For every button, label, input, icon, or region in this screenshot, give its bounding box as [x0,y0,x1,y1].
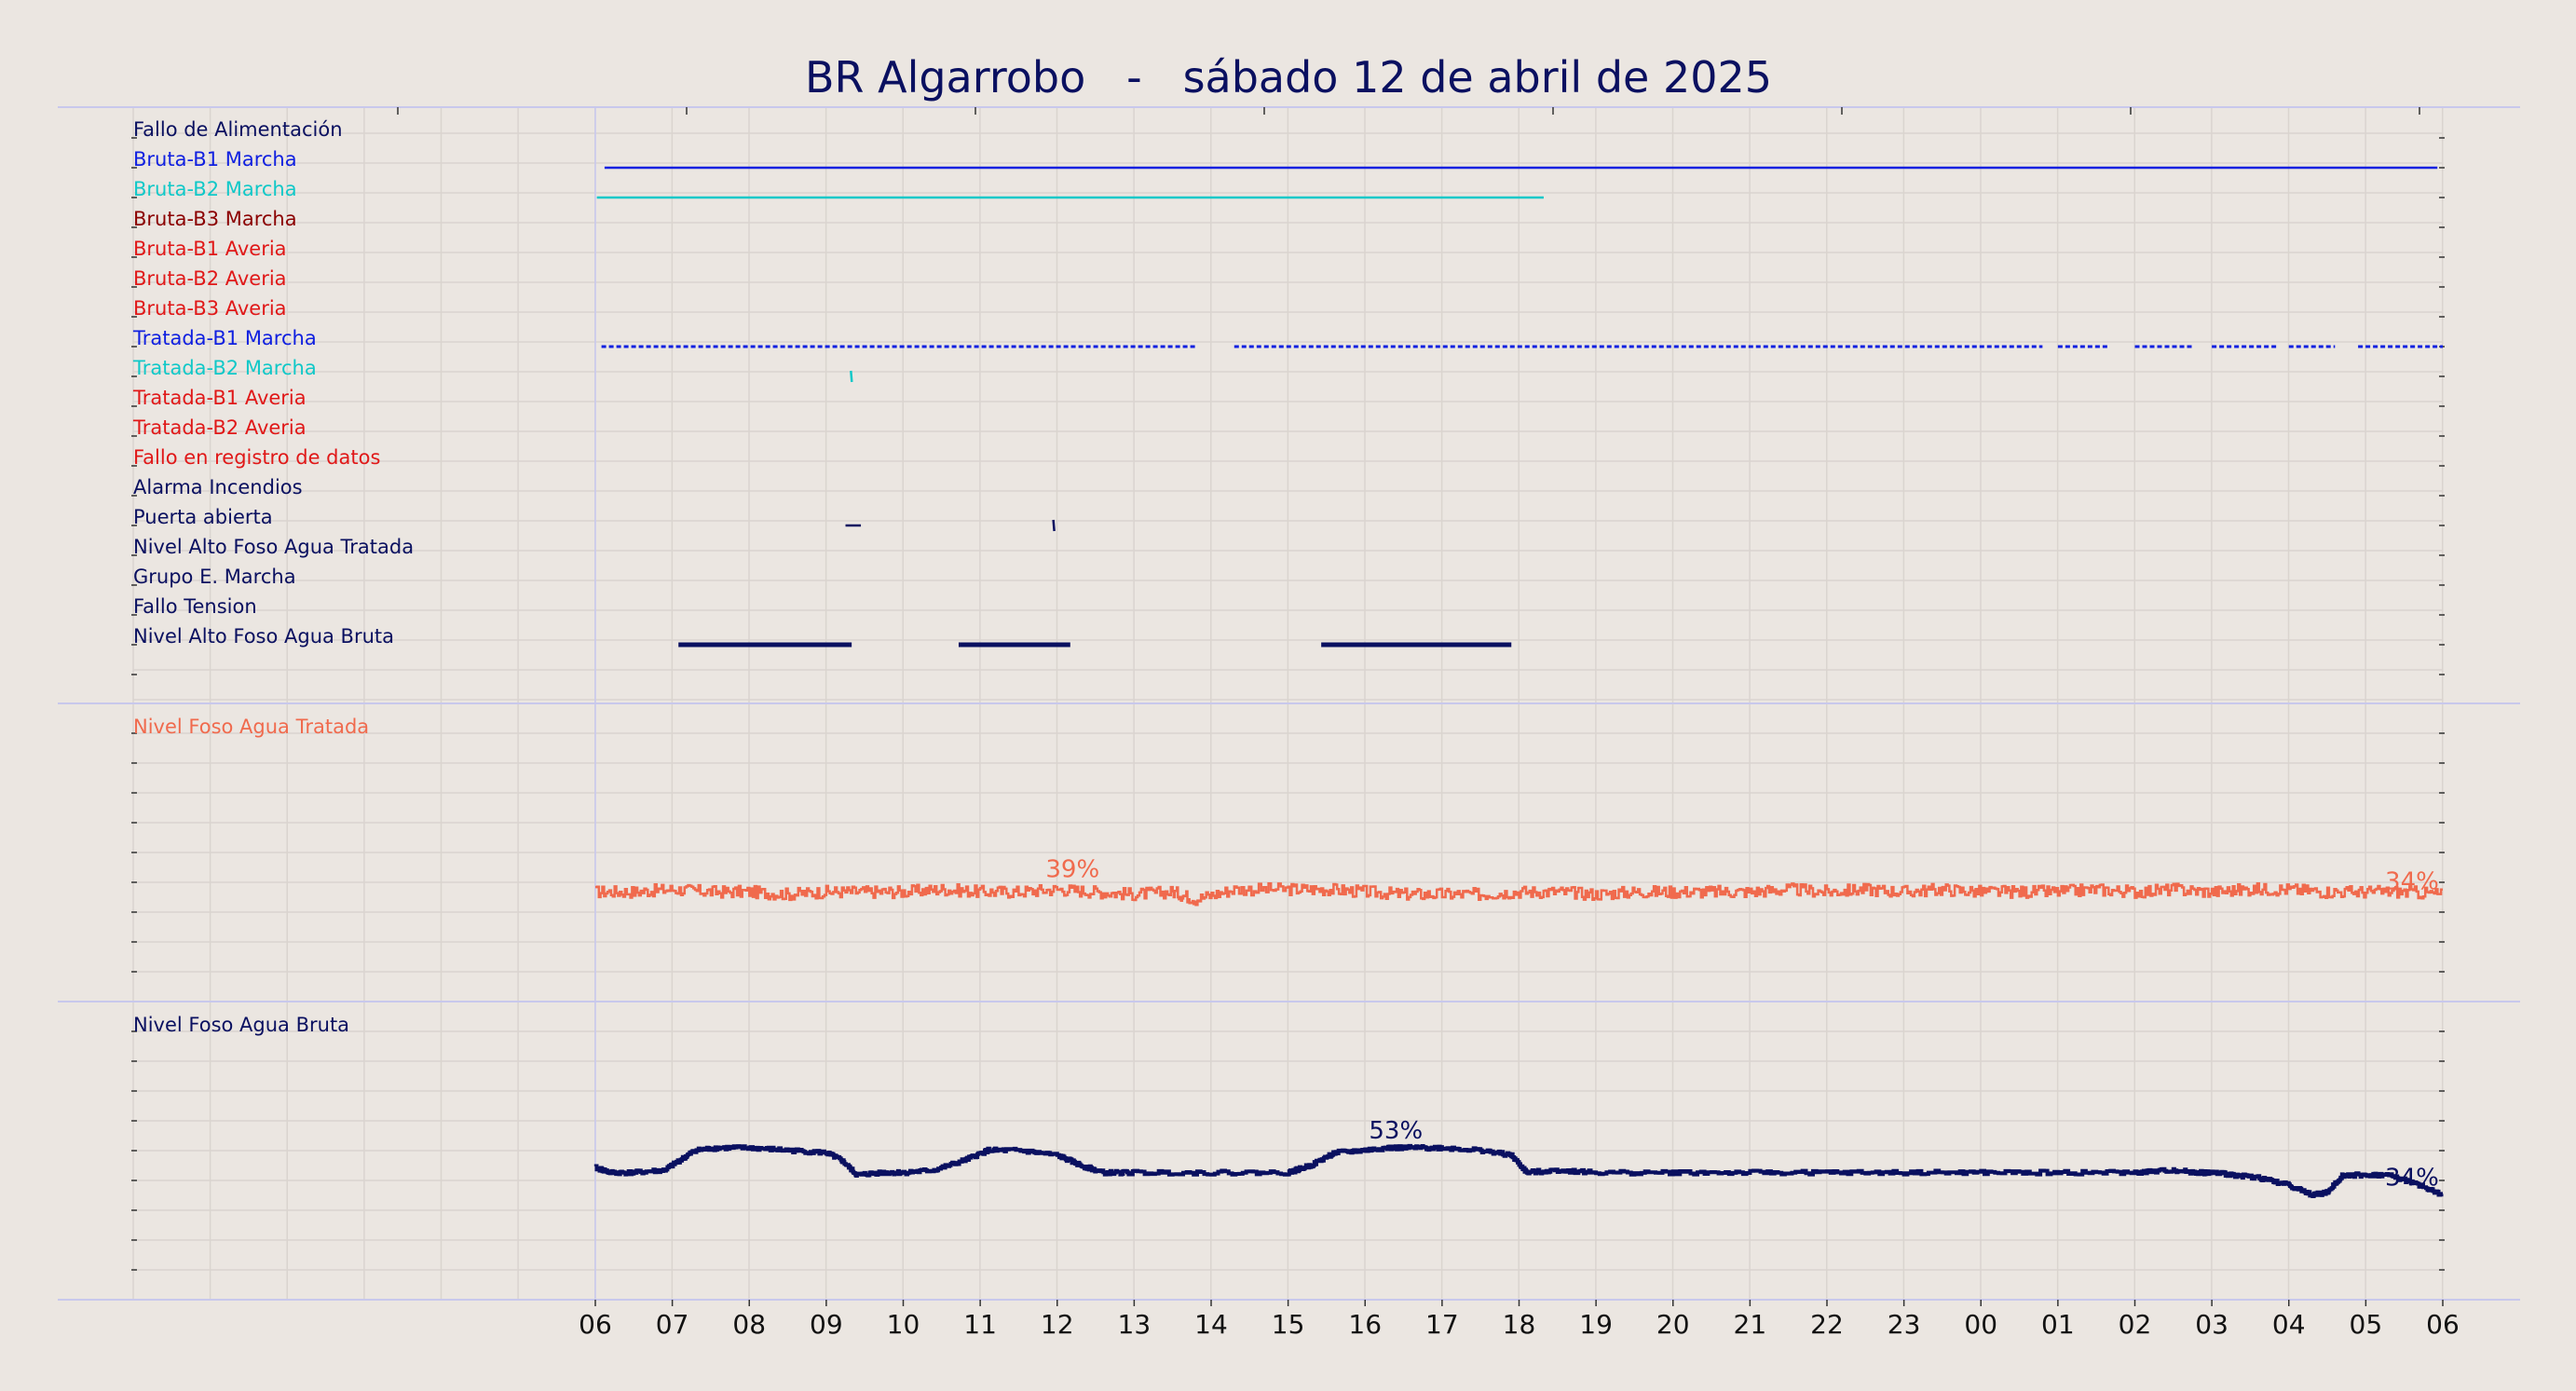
x-tick-label: 16 [1348,1309,1382,1340]
panel-label-bruta: Nivel Foso Agua Bruta [133,1014,349,1036]
x-tick-label: 00 [1964,1309,1997,1340]
x-tick-label: 09 [810,1309,843,1340]
x-tick-label: 20 [1656,1309,1690,1340]
x-tick-label: 03 [2195,1309,2228,1340]
x-tick-label: 19 [1579,1309,1613,1340]
series-line-tratada [595,881,2443,907]
x-tick-label: 12 [1041,1309,1074,1340]
row-label: Tratada-B1 Marcha [132,327,317,349]
row-label: Bruta-B2 Averia [133,267,287,290]
chart-title: BR Algarrobo - sábado 12 de abril de 202… [805,52,1772,102]
x-tick-label: 21 [1734,1309,1767,1340]
event-bar [1052,519,1056,532]
row-label: Puerta abierta [133,506,273,528]
x-tick-label: 08 [732,1309,766,1340]
data-label-tratada: 34% [2385,868,2439,896]
x-tick-label: 17 [1425,1309,1459,1340]
x-tick-label: 23 [1888,1309,1921,1340]
panel-label-tratada: Nivel Foso Agua Tratada [133,716,369,738]
x-tick-label: 13 [1118,1309,1152,1340]
row-label: Nivel Alto Foso Agua Tratada [133,536,414,558]
x-tick-label: 07 [656,1309,689,1340]
row-label: Nivel Alto Foso Agua Bruta [133,625,394,648]
row-label: Bruta-B2 Marcha [133,178,297,200]
row-label: Alarma Incendios [133,476,303,498]
x-axis: 06 07 08 09 10 11 12 13 14 15 16 17 18 19 20 21 22 23 00 01… [579,1300,2460,1340]
x-tick-label: 02 [2119,1309,2152,1340]
row-label: Bruta-B3 Averia [133,297,287,320]
x-tick-label: 18 [1503,1309,1536,1340]
data-label-bruta: 53% [1369,1117,1423,1145]
x-tick-label: 04 [2272,1309,2306,1340]
row-label: Bruta-B1 Marcha [133,148,297,170]
x-tick-label: 15 [1272,1309,1305,1340]
panels-layer [58,106,2520,1301]
x-tick-label: 11 [963,1309,997,1340]
row-label: Tratada-B1 Averia [132,387,307,409]
x-tick-label: 22 [1810,1309,1844,1340]
row-label: Fallo Tension [133,595,257,618]
row-label: Fallo de Alimentación [133,118,343,141]
labels-layer: Fallo de Alimentación Bruta-B1 Marcha Brut… [132,118,2439,1193]
event-bar [850,370,853,383]
row-label: Bruta-B1 Averia [133,238,287,260]
x-tick-label: 06 [579,1309,612,1340]
x-tick-label: 01 [2041,1309,2075,1340]
series-line-bruta [593,1143,2444,1198]
data-label-tratada: 39% [1045,855,1099,883]
data-label-bruta: 34% [2385,1165,2439,1193]
row-label: Fallo en registro de datos [133,446,380,469]
row-label: Tratada-B2 Averia [132,416,307,439]
row-label: Grupo E. Marcha [133,566,296,588]
x-tick-label: 06 [2426,1309,2460,1340]
x-tick-label: 05 [2350,1309,2383,1340]
row-label: Tratada-B2 Marcha [132,357,317,379]
row-label: Bruta-B3 Marcha [133,208,297,230]
x-tick-label: 10 [887,1309,920,1340]
data-layer [593,166,2444,1198]
x-tick-label: 14 [1194,1309,1228,1340]
